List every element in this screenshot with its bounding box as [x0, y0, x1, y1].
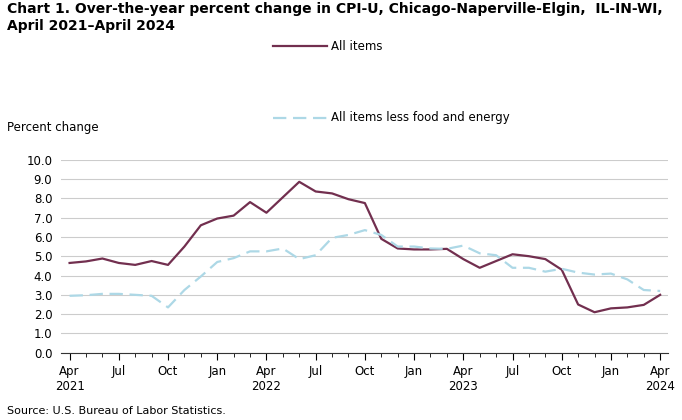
Text: All items: All items: [331, 40, 383, 52]
All items: [459, 257, 467, 262]
All items: [656, 292, 664, 297]
All items: [394, 246, 402, 251]
All items less food and energy: [82, 293, 90, 298]
Line: All items less food and energy: All items less food and energy: [70, 230, 660, 307]
All items: [574, 302, 582, 307]
All items less food and energy: [623, 277, 632, 282]
All items less food and energy: [361, 228, 369, 233]
All items less food and energy: [591, 272, 599, 277]
All items: [98, 256, 106, 261]
Text: Percent change: Percent change: [7, 121, 98, 134]
All items less food and energy: [65, 293, 74, 298]
All items: [623, 305, 632, 310]
All items less food and energy: [279, 246, 287, 251]
All items less food and energy: [98, 291, 106, 297]
All items: [475, 265, 484, 270]
All items: [426, 247, 434, 252]
All items less food and energy: [164, 305, 172, 310]
All items: [508, 252, 516, 257]
All items less food and energy: [377, 232, 385, 237]
All items less food and energy: [147, 293, 155, 298]
All items: [196, 223, 205, 228]
All items: [131, 262, 139, 268]
All items less food and energy: [115, 291, 123, 297]
All items less food and energy: [475, 251, 484, 256]
All items less food and energy: [180, 287, 188, 292]
All items less food and energy: [246, 249, 254, 254]
Text: April 2021–April 2024: April 2021–April 2024: [7, 19, 175, 33]
All items: [180, 244, 188, 249]
All items: [213, 216, 222, 221]
All items less food and energy: [492, 253, 500, 258]
All items less food and energy: [410, 244, 418, 249]
All items less food and energy: [508, 265, 516, 270]
All items: [263, 210, 271, 215]
All items: [328, 191, 336, 196]
All items less food and energy: [656, 289, 664, 294]
All items: [361, 201, 369, 206]
Text: Source: U.S. Bureau of Labor Statistics.: Source: U.S. Bureau of Labor Statistics.: [7, 406, 226, 416]
All items less food and energy: [443, 247, 451, 252]
All items less food and energy: [263, 249, 271, 254]
All items: [640, 302, 648, 307]
All items: [542, 257, 550, 262]
All items less food and energy: [394, 244, 402, 249]
Line: All items: All items: [70, 182, 660, 312]
All items less food and energy: [344, 232, 353, 237]
All items less food and energy: [131, 292, 139, 297]
All items less food and energy: [213, 260, 222, 265]
All items less food and energy: [640, 287, 648, 292]
All items: [279, 195, 287, 200]
All items less food and energy: [607, 271, 615, 276]
All items: [295, 179, 303, 184]
All items: [525, 254, 533, 259]
All items less food and energy: [295, 257, 303, 262]
All items: [65, 260, 74, 265]
All items less food and energy: [312, 253, 320, 258]
All items less food and energy: [459, 243, 467, 248]
All items: [312, 189, 320, 194]
All items: [344, 197, 353, 202]
All items less food and energy: [525, 265, 533, 270]
All items less food and energy: [196, 274, 205, 279]
All items: [410, 247, 418, 252]
All items less food and energy: [230, 256, 238, 261]
Text: Chart 1. Over-the-year percent change in CPI-U, Chicago-Naperville-Elgin,  IL-IN: Chart 1. Over-the-year percent change in…: [7, 2, 662, 16]
All items: [443, 247, 451, 252]
All items: [230, 213, 238, 218]
All items: [82, 259, 90, 264]
All items less food and energy: [542, 269, 550, 274]
All items: [246, 200, 254, 205]
Text: All items less food and energy: All items less food and energy: [331, 111, 509, 124]
All items: [377, 236, 385, 241]
All items less food and energy: [558, 266, 566, 271]
All items: [147, 258, 155, 264]
All items less food and energy: [574, 270, 582, 275]
All items: [492, 258, 500, 264]
All items less food and energy: [328, 235, 336, 240]
All items: [591, 310, 599, 315]
All items less food and energy: [426, 246, 434, 251]
All items: [607, 306, 615, 311]
All items: [115, 260, 123, 265]
All items: [558, 267, 566, 272]
All items: [164, 262, 172, 268]
